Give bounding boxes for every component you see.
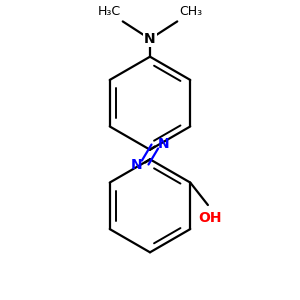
Text: N: N	[158, 137, 169, 151]
Text: H₃C: H₃C	[98, 4, 121, 18]
Text: N: N	[144, 32, 156, 46]
Text: CH₃: CH₃	[179, 4, 202, 18]
Text: OH: OH	[198, 212, 221, 225]
Text: N: N	[130, 158, 142, 172]
